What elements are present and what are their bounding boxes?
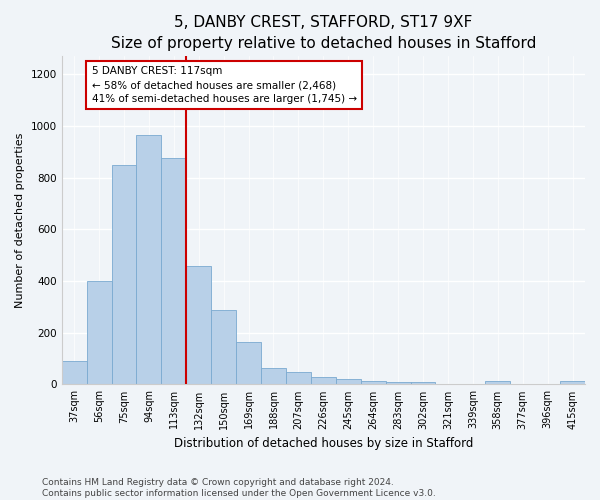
Bar <box>86 281 112 384</box>
Bar <box>112 165 136 384</box>
Bar <box>62 361 86 384</box>
Bar <box>361 380 386 384</box>
Bar <box>485 382 510 384</box>
Bar <box>236 342 261 384</box>
Text: 5 DANBY CREST: 117sqm
← 58% of detached houses are smaller (2,468)
41% of semi-d: 5 DANBY CREST: 117sqm ← 58% of detached … <box>92 66 356 104</box>
Bar <box>161 158 186 384</box>
Bar <box>136 135 161 384</box>
Bar <box>186 266 211 384</box>
Y-axis label: Number of detached properties: Number of detached properties <box>15 132 25 308</box>
Bar <box>211 310 236 384</box>
Bar <box>386 382 410 384</box>
Bar <box>410 382 436 384</box>
Bar <box>560 382 585 384</box>
Text: Contains HM Land Registry data © Crown copyright and database right 2024.
Contai: Contains HM Land Registry data © Crown c… <box>42 478 436 498</box>
Bar <box>311 376 336 384</box>
Title: 5, DANBY CREST, STAFFORD, ST17 9XF
Size of property relative to detached houses : 5, DANBY CREST, STAFFORD, ST17 9XF Size … <box>110 15 536 51</box>
Bar <box>336 378 361 384</box>
Bar <box>286 372 311 384</box>
X-axis label: Distribution of detached houses by size in Stafford: Distribution of detached houses by size … <box>173 437 473 450</box>
Bar <box>261 368 286 384</box>
